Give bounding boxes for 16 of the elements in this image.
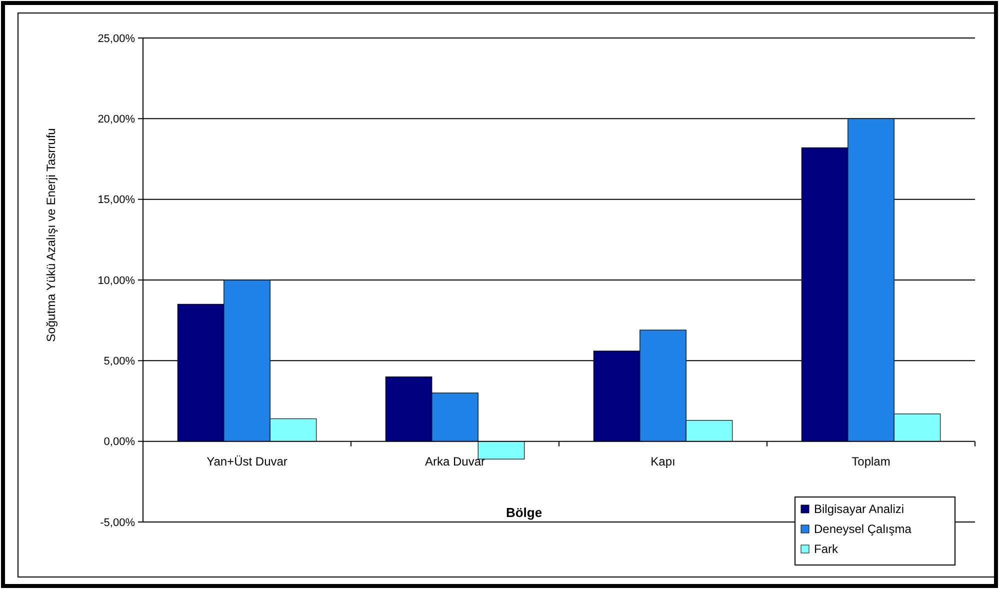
legend-label: Bilgisayar Analizi — [814, 502, 904, 516]
x-tick-label: Arka Duvar — [424, 454, 486, 468]
x-tick-label: Toplam — [852, 454, 890, 468]
y-tick-label: 0,00% — [104, 436, 136, 448]
legend-label: Fark — [814, 542, 839, 556]
y-tick-label: 15,00% — [98, 194, 136, 206]
y-tick-label: 25,00% — [98, 32, 136, 45]
x-tick-label: Kapı — [650, 454, 676, 468]
y-tick-label: 5,00% — [104, 356, 136, 368]
y-axis-title: Soğutma Yükü Azalışı ve Enerji Tasrrufu — [44, 128, 58, 342]
legend-label: Deneysel Çalışma — [814, 522, 912, 536]
y-tick-label: -5,00% — [100, 516, 136, 529]
x-axis-title: Bölge — [506, 505, 542, 520]
y-tick-label: 10,00% — [98, 274, 136, 287]
y-tick-label: 20,00% — [98, 114, 136, 126]
x-tick-label: Yan+Üst Duvar — [206, 454, 288, 468]
